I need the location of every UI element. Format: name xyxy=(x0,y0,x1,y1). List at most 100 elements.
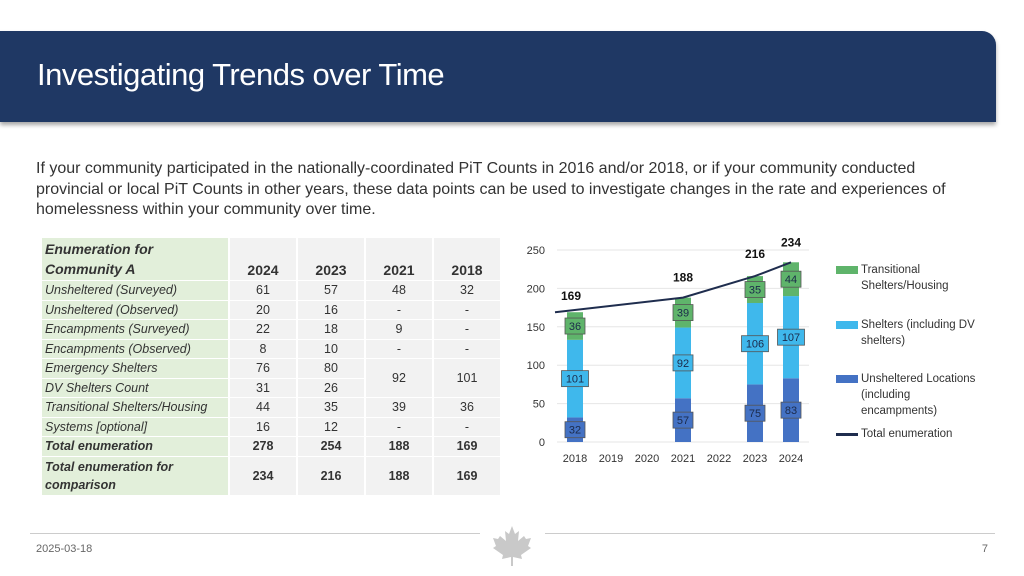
total-label: 234 xyxy=(781,235,801,249)
data-label-box xyxy=(744,404,766,422)
cell: 76 xyxy=(229,358,298,379)
table-row: Encampments (Observed) 8 10 - - xyxy=(42,339,502,359)
legend-line-swatch xyxy=(836,433,858,436)
cell: 16 xyxy=(229,417,298,437)
y-tick-label: 150 xyxy=(527,322,545,334)
total-label: 216 xyxy=(745,247,765,261)
cell: 57 xyxy=(297,280,366,301)
slide-title: Investigating Trends over Time xyxy=(37,57,445,92)
cell: 18 xyxy=(297,319,366,340)
data-label-box xyxy=(744,281,766,298)
row-label: DV Shelters Count xyxy=(42,378,230,398)
y-tick-label: 250 xyxy=(527,245,545,257)
cell: 20 xyxy=(229,300,298,320)
cell: 9 xyxy=(365,319,434,340)
table-row: Encampments (Surveyed) 22 18 9 - xyxy=(42,319,502,340)
total-label: 188 xyxy=(673,271,693,285)
stacked-bar-chart: 0 50 100 150 200 250 2018 2019 2020 2021 2022 2023 2… xyxy=(515,232,825,472)
title-banner xyxy=(0,31,996,122)
cell: 26 xyxy=(297,378,366,398)
legend-label: Transitional Shelters/Housing xyxy=(861,264,949,292)
data-label: 32 xyxy=(569,425,581,437)
data-label: 39 xyxy=(677,308,689,320)
total-row: Total enumeration 278 254 188 169 xyxy=(42,436,502,457)
table-row: Emergency Shelters 76 80 92 101 xyxy=(42,358,502,398)
enumeration-table: Enumeration for Community A 2024 2023 20… xyxy=(42,238,502,496)
data-label: 101 xyxy=(566,374,584,386)
table-header-label: Enumeration for Community A xyxy=(42,238,230,281)
data-label: 75 xyxy=(749,408,761,420)
x-tick-label: 2022 xyxy=(707,453,731,465)
cell-merged: 101 xyxy=(433,358,502,398)
data-label-box xyxy=(672,304,694,321)
y-tick-label: 0 xyxy=(539,437,545,449)
cell: 39 xyxy=(365,397,434,418)
cell: 188 xyxy=(365,456,434,496)
year-header: 2024 xyxy=(229,238,298,281)
cell: 61 xyxy=(229,280,298,301)
intro-paragraph: If your community participated in the na… xyxy=(36,160,946,218)
row-label: Systems [optional] xyxy=(42,417,230,437)
cell: - xyxy=(433,300,502,320)
x-tick-label: 2018 xyxy=(563,453,587,465)
data-label-box xyxy=(741,335,769,353)
data-label: 107 xyxy=(782,332,800,344)
year-header: 2023 xyxy=(297,238,366,281)
row-label: Unsheltered (Surveyed) xyxy=(42,280,230,301)
cell: - xyxy=(433,339,502,359)
table-header-row: Enumeration for Community A 2024 2023 20… xyxy=(42,238,502,281)
chart-svg: 0 50 100 150 200 250 2018 2019 2020 2021 2022 2023 2… xyxy=(527,235,809,465)
cell: 31 xyxy=(229,378,298,398)
row-label: Emergency Shelters xyxy=(42,358,230,379)
data-label-box xyxy=(780,270,802,288)
y-tick-label: 50 xyxy=(533,399,545,411)
cell: 32 xyxy=(433,280,502,301)
cell: 278 xyxy=(229,436,298,457)
cell: 10 xyxy=(297,339,366,359)
legend-swatch xyxy=(836,266,858,274)
y-tick-label: 100 xyxy=(527,360,545,372)
table-row: DV Shelters Count 31 26 xyxy=(42,378,501,398)
cell: - xyxy=(365,300,434,320)
data-label: 35 xyxy=(749,285,761,297)
total-line xyxy=(554,261,792,314)
table-row: Transitional Shelters/Housing 44 35 39 3… xyxy=(42,397,502,418)
row-label: Unsheltered (Observed) xyxy=(42,300,230,320)
x-tick-label: 2019 xyxy=(599,453,623,465)
data-label: 106 xyxy=(746,339,764,351)
data-label: 44 xyxy=(785,274,797,286)
year-header: 2018 xyxy=(433,238,502,281)
cell: - xyxy=(365,339,434,359)
cell: 35 xyxy=(297,397,366,418)
y-tick-label: 200 xyxy=(527,283,545,295)
cell: - xyxy=(433,417,502,437)
page-number: 7 xyxy=(981,543,988,555)
cell: 188 xyxy=(365,436,434,457)
data-label-box xyxy=(780,401,802,419)
data-label: 92 xyxy=(677,358,689,370)
x-tick-label: 2024 xyxy=(779,453,803,465)
cell: 169 xyxy=(433,456,502,496)
cell: 16 xyxy=(297,300,366,320)
cell: - xyxy=(365,417,434,437)
data-label-box xyxy=(672,354,694,372)
maple-leaf-icon xyxy=(493,526,531,566)
cell: 234 xyxy=(229,456,298,496)
x-tick-label: 2023 xyxy=(743,453,767,465)
data-label: 36 xyxy=(569,321,581,333)
data-label: 83 xyxy=(785,405,797,417)
legend-label: Unsheltered Locations (including encampm… xyxy=(861,373,976,417)
table-row: Unsheltered (Surveyed) 61 57 48 32 xyxy=(42,280,502,301)
x-tick-label: 2020 xyxy=(635,453,659,465)
cell: 44 xyxy=(229,397,298,418)
cell: 254 xyxy=(297,436,366,457)
cell-merged: 92 xyxy=(365,358,434,398)
data-label-box xyxy=(564,317,586,335)
legend-swatch xyxy=(836,321,858,329)
table-row: Systems [optional] 16 12 - - xyxy=(42,417,502,437)
cell: 216 xyxy=(297,456,366,496)
footer-rule-left xyxy=(30,533,480,534)
cell: 169 xyxy=(433,436,502,457)
cell: 48 xyxy=(365,280,434,301)
legend-label: Total enumeration xyxy=(861,428,953,440)
